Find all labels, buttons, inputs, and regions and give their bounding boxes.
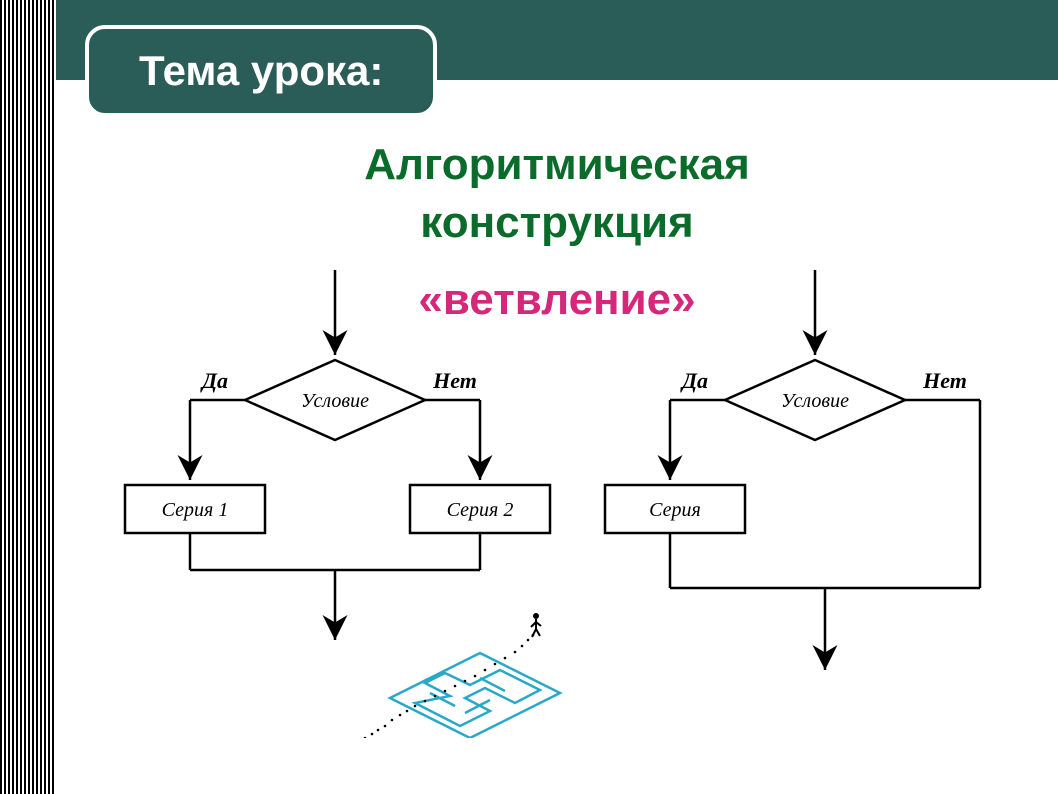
flowchart-right: Условие Да Нет Серия	[605, 270, 980, 670]
series-box-right: Серия	[649, 499, 701, 521]
no-label-right: Нет	[922, 368, 967, 393]
series-2-box: Серия 2	[447, 499, 514, 521]
title-line-3: «ветвление»	[56, 275, 1058, 325]
no-label-left: Нет	[432, 368, 477, 393]
yes-label-right: Да	[680, 368, 708, 393]
yes-label-left: Да	[200, 368, 228, 393]
maze-illustration	[340, 578, 580, 738]
condition-label-left: Условие	[301, 390, 369, 412]
condition-label-right: Условие	[781, 390, 849, 412]
person-icon	[531, 613, 541, 637]
title-line-1: Алгоритмическая	[56, 140, 1058, 190]
left-stripe-decoration	[0, 0, 56, 794]
lesson-topic-tab: Тема урока:	[85, 25, 437, 117]
tab-label: Тема урока:	[139, 47, 383, 94]
title-line-2: конструкция	[56, 198, 1058, 248]
series-1-box: Серия 1	[162, 499, 229, 521]
